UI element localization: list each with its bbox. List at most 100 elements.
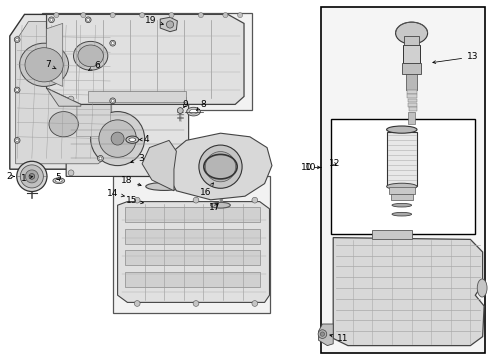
Bar	[76, 100, 110, 136]
Circle shape	[111, 42, 114, 45]
Circle shape	[134, 197, 140, 203]
Circle shape	[17, 161, 47, 192]
Ellipse shape	[187, 107, 200, 116]
Text: 13: 13	[433, 52, 479, 63]
Bar	[408, 99, 416, 102]
Polygon shape	[142, 140, 176, 191]
Ellipse shape	[477, 279, 487, 297]
Text: 14: 14	[107, 189, 124, 198]
Circle shape	[252, 301, 258, 306]
Circle shape	[99, 157, 102, 160]
Circle shape	[16, 139, 19, 142]
Polygon shape	[47, 88, 81, 106]
Circle shape	[49, 17, 54, 23]
Circle shape	[91, 112, 145, 166]
Ellipse shape	[392, 212, 412, 216]
Circle shape	[198, 13, 203, 18]
Ellipse shape	[20, 43, 69, 86]
Circle shape	[81, 13, 86, 18]
Circle shape	[193, 301, 199, 306]
Ellipse shape	[129, 138, 136, 141]
Ellipse shape	[190, 109, 197, 114]
Bar	[42, 13, 252, 110]
Text: 3: 3	[131, 154, 144, 163]
Bar	[391, 194, 413, 200]
Polygon shape	[16, 22, 112, 164]
Bar	[88, 91, 186, 102]
Circle shape	[110, 40, 116, 46]
Ellipse shape	[126, 136, 139, 143]
Text: 18: 18	[121, 176, 141, 186]
Circle shape	[238, 13, 243, 18]
Bar	[387, 132, 417, 186]
Circle shape	[134, 301, 140, 306]
Circle shape	[68, 96, 74, 102]
Bar	[113, 176, 270, 313]
Circle shape	[181, 96, 187, 102]
Circle shape	[14, 37, 20, 42]
Circle shape	[99, 120, 136, 157]
Text: 17: 17	[209, 203, 221, 212]
Ellipse shape	[211, 202, 230, 208]
Ellipse shape	[25, 48, 63, 82]
Circle shape	[110, 98, 116, 104]
Circle shape	[14, 87, 20, 93]
Bar	[372, 230, 412, 239]
Polygon shape	[318, 324, 333, 346]
Ellipse shape	[387, 126, 417, 133]
Bar	[406, 74, 417, 90]
Bar	[404, 36, 419, 45]
Polygon shape	[10, 14, 118, 169]
Circle shape	[87, 18, 90, 21]
Bar	[125, 272, 260, 287]
Ellipse shape	[49, 112, 78, 137]
Text: 4: 4	[140, 135, 149, 144]
Polygon shape	[167, 133, 272, 200]
Circle shape	[318, 330, 327, 338]
Ellipse shape	[55, 179, 62, 182]
Bar	[331, 119, 475, 234]
Bar	[407, 94, 416, 98]
Text: 9: 9	[182, 100, 188, 109]
Text: 16: 16	[200, 183, 214, 197]
Text: 11: 11	[330, 334, 349, 343]
Bar	[402, 63, 421, 74]
Circle shape	[181, 170, 187, 176]
Ellipse shape	[53, 178, 65, 184]
Circle shape	[29, 174, 35, 179]
Polygon shape	[66, 94, 189, 176]
Text: 2: 2	[6, 172, 14, 181]
Circle shape	[169, 13, 174, 18]
Circle shape	[111, 132, 124, 145]
Ellipse shape	[74, 41, 108, 70]
Polygon shape	[47, 23, 63, 86]
Polygon shape	[118, 202, 270, 302]
Circle shape	[98, 156, 103, 161]
Circle shape	[205, 152, 236, 182]
Bar	[407, 90, 416, 94]
Circle shape	[167, 21, 173, 28]
Circle shape	[68, 170, 74, 176]
Ellipse shape	[395, 22, 428, 44]
Bar	[409, 107, 416, 111]
Bar	[403, 45, 420, 63]
Circle shape	[177, 108, 183, 113]
Text: 19: 19	[145, 16, 163, 25]
Circle shape	[140, 13, 145, 18]
Circle shape	[20, 165, 44, 188]
Text: 6: 6	[89, 61, 100, 70]
Text: 8: 8	[196, 100, 206, 110]
Text: 5: 5	[55, 174, 61, 182]
Circle shape	[50, 18, 53, 21]
Ellipse shape	[392, 203, 412, 207]
Text: 10: 10	[301, 163, 313, 172]
Bar	[389, 187, 415, 194]
Circle shape	[85, 17, 91, 23]
Circle shape	[110, 13, 115, 18]
Polygon shape	[160, 17, 177, 32]
Text: 7: 7	[45, 60, 56, 69]
Bar	[125, 229, 260, 244]
Bar	[408, 103, 416, 107]
Text: 15: 15	[125, 197, 144, 205]
Text: 1: 1	[21, 174, 32, 183]
